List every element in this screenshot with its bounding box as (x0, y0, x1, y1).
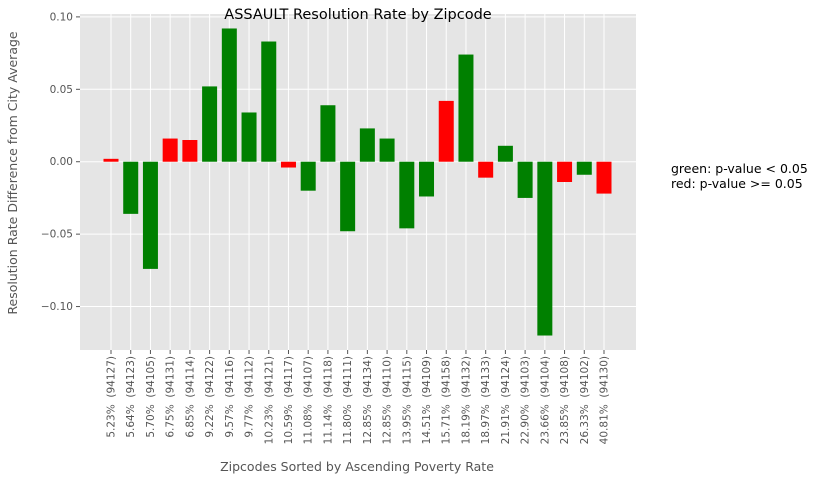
x-tick-label: 5.23% (94127) (106, 356, 118, 438)
x-tick-label: 23.66% (94104) (539, 356, 551, 444)
bar (458, 54, 474, 162)
bar (221, 28, 237, 162)
x-tick-label: 5.64% (94123) (125, 356, 137, 438)
x-tick-label: 11.80% (94111) (342, 356, 354, 444)
plot-area-background (80, 14, 636, 350)
x-tick-label: 6.85% (94114) (184, 356, 196, 438)
bar (596, 161, 612, 194)
bar (576, 161, 592, 175)
x-tick-label: 22.90% (94103) (520, 356, 532, 444)
x-tick-label: 10.23% (94121) (263, 356, 275, 444)
bar (182, 140, 198, 162)
x-tick-label: 9.77% (94112) (244, 356, 256, 438)
y-tick-label: −0.05 (41, 229, 73, 241)
bar (438, 100, 454, 162)
x-tick-label: 40.81% (94130) (599, 356, 611, 444)
bars (103, 28, 612, 336)
y-tick-label: −0.10 (41, 301, 73, 313)
bar (320, 105, 336, 162)
bar (359, 128, 375, 162)
x-tick-label: 11.14% (94118) (322, 356, 334, 444)
bar (379, 138, 395, 162)
x-tick-label: 15.71% (94158) (441, 356, 453, 444)
bar (103, 158, 119, 162)
y-tick-label: 0.05 (50, 84, 73, 96)
bar (202, 86, 218, 162)
x-tick-label: 23.85% (94108) (559, 356, 571, 444)
bar (497, 145, 513, 162)
y-tick-label: 0.10 (50, 11, 73, 23)
x-tick-label: 9.22% (94122) (204, 356, 216, 438)
chart-title: ASSAULT Resolution Rate by Zipcode (224, 7, 492, 23)
bar (399, 161, 415, 229)
bar (340, 161, 356, 232)
bar (123, 161, 139, 214)
bar (241, 112, 257, 162)
bar (478, 161, 494, 178)
x-axis-label: Zipcodes Sorted by Ascending Poverty Rat… (220, 459, 494, 474)
bar (537, 161, 553, 336)
y-tick-label: 0.00 (50, 156, 73, 168)
x-tick-label: 9.57% (94116) (224, 356, 236, 438)
x-tick-label: 26.33% (94102) (579, 356, 591, 444)
x-tick-label: 21.91% (94124) (500, 356, 512, 444)
significance-note-green: green: p-value < 0.05 (671, 161, 808, 176)
x-tick-label: 12.85% (94134) (362, 356, 374, 444)
bar (517, 161, 533, 198)
x-tick-label: 11.08% (94107) (303, 356, 315, 444)
bar (261, 41, 277, 162)
x-tick-label: 13.95% (94115) (401, 356, 413, 444)
x-tick-label: 5.70% (94105) (145, 356, 157, 438)
x-tick-label: 14.51% (94109) (421, 356, 433, 444)
bar (557, 161, 573, 182)
bar (419, 161, 435, 197)
x-tick-label: 18.97% (94133) (480, 356, 492, 444)
y-axis-ticks: 0.10 0.05 0.00 −0.05 −0.10 (41, 11, 80, 313)
bar (142, 161, 158, 269)
bar (280, 161, 296, 168)
x-tick-label: 12.85% (94110) (382, 356, 394, 444)
x-tick-label: 10.59% (94117) (283, 356, 295, 444)
significance-note-red: red: p-value >= 0.05 (671, 176, 803, 191)
y-axis-label: Resolution Rate Difference from City Ave… (5, 31, 20, 315)
bar (300, 161, 316, 191)
x-tick-label: 6.75% (94131) (165, 356, 177, 438)
bar (162, 138, 178, 162)
x-axis-ticks: 5.23% (94127) 5.64% (94123) 5.70% (94105) 6… (106, 350, 611, 444)
x-tick-label: 18.19% (94132) (460, 356, 472, 444)
